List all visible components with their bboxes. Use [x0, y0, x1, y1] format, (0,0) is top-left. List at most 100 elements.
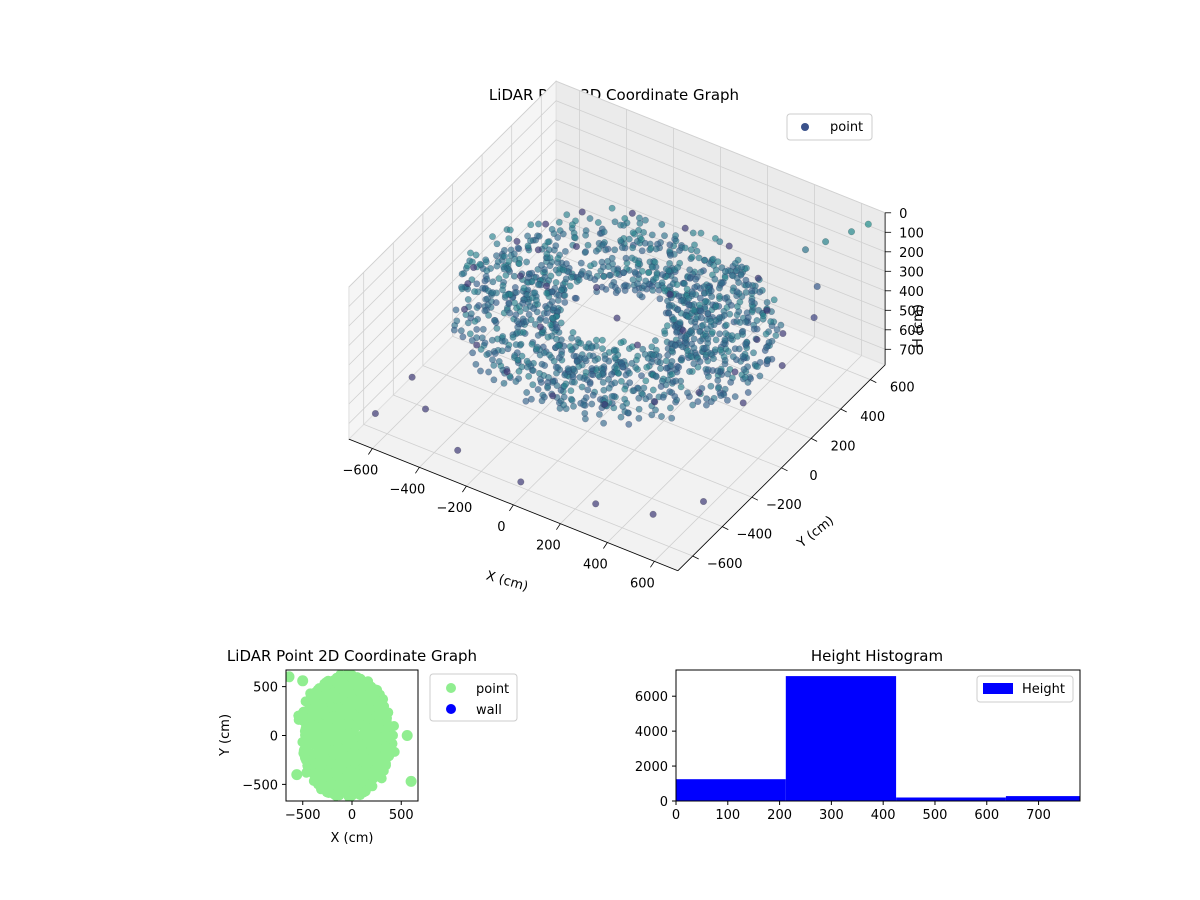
point-3d: [702, 401, 710, 409]
point-3d: [523, 258, 531, 266]
point-3d: [661, 232, 668, 240]
point-3d: [601, 355, 609, 363]
point-3d: [578, 383, 586, 391]
chart-3d-points: [371, 204, 872, 518]
point-2d: [312, 730, 323, 741]
point-3d: [656, 359, 664, 367]
point-3d: [723, 396, 731, 404]
point-3d: [628, 359, 636, 367]
point-3d: [583, 273, 591, 280]
point-3d: [512, 378, 520, 385]
point-3d: [466, 330, 474, 338]
point-3d: [623, 399, 631, 407]
point-3d: [591, 276, 599, 284]
point-3d: [493, 252, 500, 260]
point-3d: [501, 252, 509, 260]
point-2d: [335, 670, 346, 680]
point-3d: [611, 218, 619, 226]
point-2d: [321, 755, 332, 766]
y-tick-3d-0: [692, 555, 699, 560]
point-2d: [356, 691, 367, 702]
point-3d: [554, 255, 562, 262]
point-2d: [306, 705, 317, 715]
point-3d: [524, 242, 532, 250]
point-3d: [588, 400, 596, 408]
point-2d: [328, 675, 339, 686]
point-3d-25: [679, 326, 687, 334]
x-tick-label-2d-2: 500: [389, 808, 414, 823]
point-3d: [528, 340, 536, 348]
point-3d: [549, 314, 557, 322]
point-3d: [492, 299, 500, 307]
point-3d: [605, 375, 613, 383]
point-3d: [617, 377, 625, 385]
point-3d: [676, 319, 684, 327]
point-2d: [354, 718, 365, 729]
point-3d: [577, 259, 585, 267]
point-3d: [727, 301, 735, 309]
point-3d: [536, 316, 544, 324]
point-3d-6: [725, 242, 733, 250]
point-3d: [541, 362, 549, 369]
point-3d: [655, 352, 663, 360]
point-3d: [534, 386, 542, 393]
y-tick-3d-6: [870, 379, 877, 383]
point-2d: [345, 696, 356, 707]
point-3d: [691, 241, 698, 249]
point-3d: [599, 378, 607, 386]
legend-3d: point: [786, 113, 873, 141]
point-3d: [561, 247, 569, 255]
point-3d: [611, 379, 619, 387]
point-3d: [523, 389, 531, 396]
x-tick-label-3d-1: −400: [390, 482, 426, 497]
point-3d: [712, 302, 720, 310]
point-3d: [735, 345, 743, 353]
histogram-title: Height Histogram: [811, 647, 943, 665]
point-3d: [532, 345, 540, 353]
chart-height-histogram: Height Histogram 0 100 200 300 400 500 600 7000…: [635, 647, 1081, 823]
z-tick-label-3d-5: 500: [899, 304, 924, 319]
point-3d: [690, 360, 698, 368]
point-3d-0: [470, 263, 478, 272]
point-3d: [552, 335, 560, 343]
point-3d-3: [578, 208, 586, 216]
point-3d: [586, 215, 594, 222]
hist-x-tick-label-4: 400: [871, 808, 896, 823]
point-3d: [649, 263, 656, 271]
point-3d: [512, 311, 520, 319]
z-tick-label-3d-0: 0: [899, 207, 907, 222]
point-3d: [632, 356, 640, 364]
point-3d-19: [542, 282, 551, 290]
point-3d: [740, 365, 748, 373]
point-3d-1: [513, 237, 521, 245]
point-2d: [304, 737, 315, 747]
point-3d: [568, 378, 576, 386]
point-3d-22: [633, 341, 642, 349]
point-3d: [666, 404, 674, 412]
point-3d: [568, 396, 576, 404]
point-3d: [635, 226, 643, 234]
grid-z-1: [348, 100, 886, 307]
point-3d-8: [763, 306, 771, 315]
hist-x-tick-label-6: 600: [974, 808, 999, 823]
point-3d: [568, 221, 576, 229]
point-3d: [762, 330, 770, 338]
point-3d: [560, 382, 568, 390]
point-3d: [694, 398, 702, 406]
point-3d-23: [666, 290, 674, 298]
point-3d: [640, 282, 648, 290]
point-3d-32: [778, 362, 786, 370]
y-tick-label-3d-5: 400: [860, 410, 885, 425]
point-3d: [727, 378, 735, 386]
point-3d: [713, 367, 721, 375]
point-3d: [645, 393, 653, 400]
point-2d: [346, 709, 357, 720]
point-3d: [576, 373, 584, 381]
point-2d: [310, 722, 321, 733]
point-3d: [716, 330, 724, 338]
point-3d: [584, 241, 592, 249]
point-3d: [538, 261, 545, 269]
z-tick-label-3d-4: 400: [899, 285, 924, 300]
point-2d: [337, 748, 348, 758]
point-3d: [485, 368, 493, 376]
